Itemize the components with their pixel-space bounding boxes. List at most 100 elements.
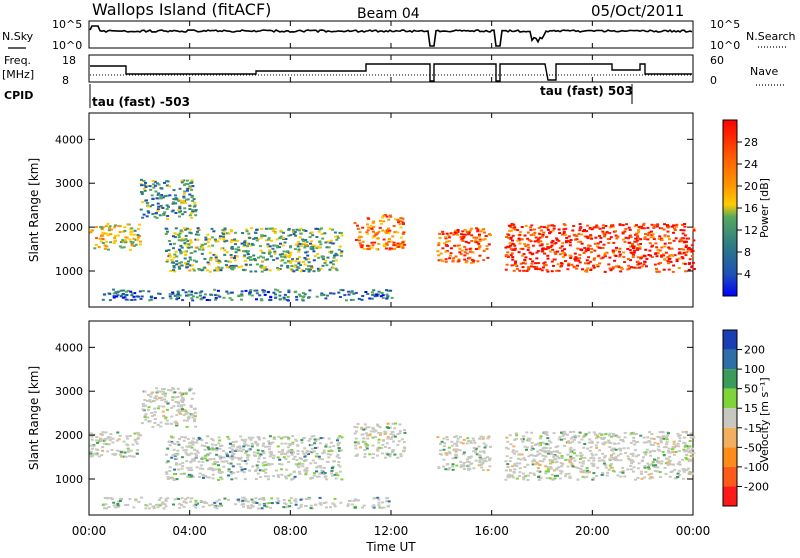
echo-cell xyxy=(248,237,251,239)
echo-cell xyxy=(392,434,395,436)
echo-cell xyxy=(558,232,561,234)
echo-cell xyxy=(177,405,180,407)
echo-cell xyxy=(631,245,634,247)
echo-cell xyxy=(439,449,442,451)
echo-cell xyxy=(536,240,539,242)
echo-cell xyxy=(527,249,530,251)
echo-cell xyxy=(126,438,129,440)
echo-cell xyxy=(109,433,112,435)
echo-cell xyxy=(595,225,598,227)
echo-cell xyxy=(439,237,442,239)
echo-cell xyxy=(521,255,524,257)
echo-cell xyxy=(567,466,570,468)
echo-cell xyxy=(285,469,288,471)
echo-cell xyxy=(195,209,198,211)
echo-cell xyxy=(585,269,588,271)
echo-cell xyxy=(173,473,176,475)
echo-cell xyxy=(691,244,694,246)
echo-cell xyxy=(655,271,658,273)
echo-cell xyxy=(261,271,264,273)
echo-cell xyxy=(314,255,317,257)
echo-cell xyxy=(218,296,221,298)
echo-cell xyxy=(188,185,191,187)
echo-cell xyxy=(692,436,695,438)
echo-cell xyxy=(656,255,659,257)
echo-cell xyxy=(191,196,194,198)
echo-cell xyxy=(316,228,319,230)
echo-cell xyxy=(604,271,607,273)
echo-cell xyxy=(373,431,376,433)
echo-cell xyxy=(252,255,255,257)
echo-cell xyxy=(251,499,254,501)
echo-cell xyxy=(183,227,186,229)
echo-cell xyxy=(484,238,487,240)
colorbar-tick-label: 100 xyxy=(744,363,765,376)
echo-cell xyxy=(277,456,280,458)
echo-cell xyxy=(90,451,93,453)
echo-cell xyxy=(688,247,691,249)
echo-cell xyxy=(507,234,510,236)
echo-cell xyxy=(557,263,560,265)
echo-cell xyxy=(213,289,216,291)
echo-cell xyxy=(531,445,534,447)
echo-cell xyxy=(689,433,692,435)
echo-cell xyxy=(470,262,473,264)
echo-cell xyxy=(635,433,638,435)
echo-cell xyxy=(244,468,247,470)
echo-cell xyxy=(659,476,662,478)
echo-cell xyxy=(523,466,526,468)
echo-cell xyxy=(185,199,188,201)
echo-cell xyxy=(277,445,280,447)
echo-cell xyxy=(657,443,660,445)
echo-cell xyxy=(92,445,95,447)
echo-cell xyxy=(167,180,170,182)
radar-figure: Wallops Island (fitACF) Beam 04 05/Oct/2… xyxy=(0,0,800,554)
echo-cell xyxy=(549,447,552,449)
echo-cell xyxy=(113,293,116,295)
echo-cell xyxy=(176,441,179,443)
echo-cell xyxy=(646,436,649,438)
echo-cell xyxy=(294,476,297,478)
echo-cell xyxy=(589,457,592,459)
echo-cell xyxy=(390,438,393,440)
echo-cell xyxy=(274,297,277,299)
echo-cell xyxy=(284,254,287,256)
echo-cell xyxy=(166,448,169,450)
echo-cell xyxy=(335,259,338,261)
echo-cell xyxy=(511,256,514,258)
echo-cell xyxy=(206,299,209,301)
echo-cell xyxy=(586,467,589,469)
echo-cell xyxy=(688,445,691,447)
echo-cell xyxy=(144,416,147,418)
echo-cell xyxy=(513,468,516,470)
echo-cell xyxy=(158,184,161,186)
echo-cell xyxy=(302,229,305,231)
echo-cell xyxy=(667,262,670,264)
echo-cell xyxy=(627,447,630,449)
echo-cell xyxy=(548,246,551,248)
echo-cell xyxy=(190,246,193,248)
echo-cell xyxy=(475,237,478,239)
echo-cell xyxy=(178,216,181,218)
echo-cell xyxy=(325,502,328,504)
velocity-colorbar-block xyxy=(723,447,737,467)
echo-cell xyxy=(631,252,634,254)
echo-cell xyxy=(574,260,577,262)
echo-cell xyxy=(396,232,399,234)
echo-cell xyxy=(105,241,108,243)
echo-cell xyxy=(106,450,109,452)
echo-cell xyxy=(148,399,151,401)
echo-cell xyxy=(340,449,343,451)
echo-cell xyxy=(457,438,460,440)
echo-cell xyxy=(162,406,165,408)
echo-cell xyxy=(577,233,580,235)
echo-cell xyxy=(534,262,537,264)
echo-cell xyxy=(260,265,263,267)
echo-cell xyxy=(622,472,625,474)
echo-cell xyxy=(333,460,336,462)
echo-cell xyxy=(280,265,283,267)
echo-cell xyxy=(152,187,155,189)
echo-cell xyxy=(257,458,260,460)
colorbar-tick-label: 24 xyxy=(744,158,758,171)
echo-cell xyxy=(634,238,637,240)
